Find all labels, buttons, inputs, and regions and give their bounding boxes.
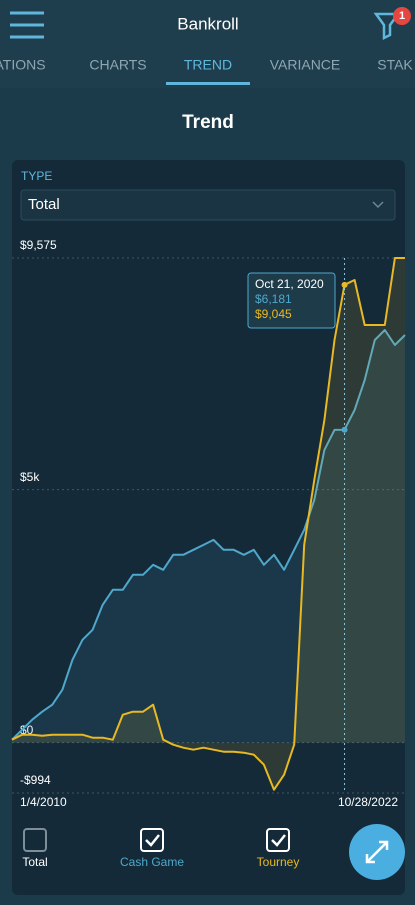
- checkbox[interactable]: [140, 828, 164, 852]
- tooltip-dot: [341, 281, 348, 288]
- dropdown-arrow: [372, 201, 384, 209]
- tab[interactable]: ATIONS: [0, 57, 46, 73]
- tooltip-value: $9,045: [255, 307, 292, 321]
- x-tick-label: 10/28/2022: [338, 795, 398, 809]
- badge: [393, 7, 411, 25]
- toggle-label[interactable]: Total: [22, 855, 47, 869]
- checkbox[interactable]: [23, 828, 47, 852]
- menu-button[interactable]: [10, 11, 44, 39]
- section-title: Trend: [182, 112, 234, 133]
- tab-indicator: [166, 82, 250, 85]
- app-title: Bankroll: [177, 14, 238, 33]
- filter-button[interactable]: 1: [373, 7, 411, 41]
- y-tick-label: -$994: [20, 773, 51, 787]
- y-tick-label: $5k: [20, 470, 40, 484]
- dropdown-value: Total: [28, 196, 60, 213]
- x-tick-label: 1/4/2010: [20, 795, 67, 809]
- tab[interactable]: TREND: [184, 57, 232, 73]
- top-bar: [0, 0, 415, 88]
- tab[interactable]: CHARTS: [89, 57, 146, 73]
- y-tick-label: $0: [20, 723, 34, 737]
- expand-icon: [365, 840, 389, 864]
- tab[interactable]: STAK: [377, 57, 413, 73]
- checkmark: [145, 834, 160, 847]
- checkmark: [271, 834, 286, 847]
- series-area: [12, 258, 405, 790]
- toggle-label[interactable]: Cash Game: [120, 855, 184, 869]
- tab[interactable]: VARIANCE: [270, 57, 341, 73]
- tooltip-value: $6,181: [255, 292, 292, 306]
- expand-button[interactable]: [349, 824, 405, 880]
- type-label: TYPE: [21, 169, 52, 183]
- badge-count: 1: [399, 10, 405, 22]
- card: [12, 160, 405, 895]
- tab-bar: ATIONS CHARTS TREND VARIANCE STAK: [0, 57, 413, 85]
- checkbox[interactable]: [266, 828, 290, 852]
- series-line: [11, 257, 405, 791]
- series-line: [11, 329, 406, 741]
- chart: -$994 $0 $5k $9,575 1/4/2010 10/28/2022 Oct 21…: [11, 238, 406, 809]
- tooltip-title: Oct 21, 2020: [255, 277, 324, 291]
- dropdown-box: [20, 189, 396, 221]
- series-area: [12, 330, 405, 743]
- tooltip-box: [247, 272, 336, 329]
- toggle-label[interactable]: Tourney: [257, 855, 300, 869]
- y-tick-label: $9,575: [20, 238, 57, 252]
- tooltip-dot: [341, 426, 348, 433]
- series-toggles: Total Cash Game Tourney: [22, 828, 300, 869]
- type-dropdown[interactable]: Total: [20, 189, 396, 221]
